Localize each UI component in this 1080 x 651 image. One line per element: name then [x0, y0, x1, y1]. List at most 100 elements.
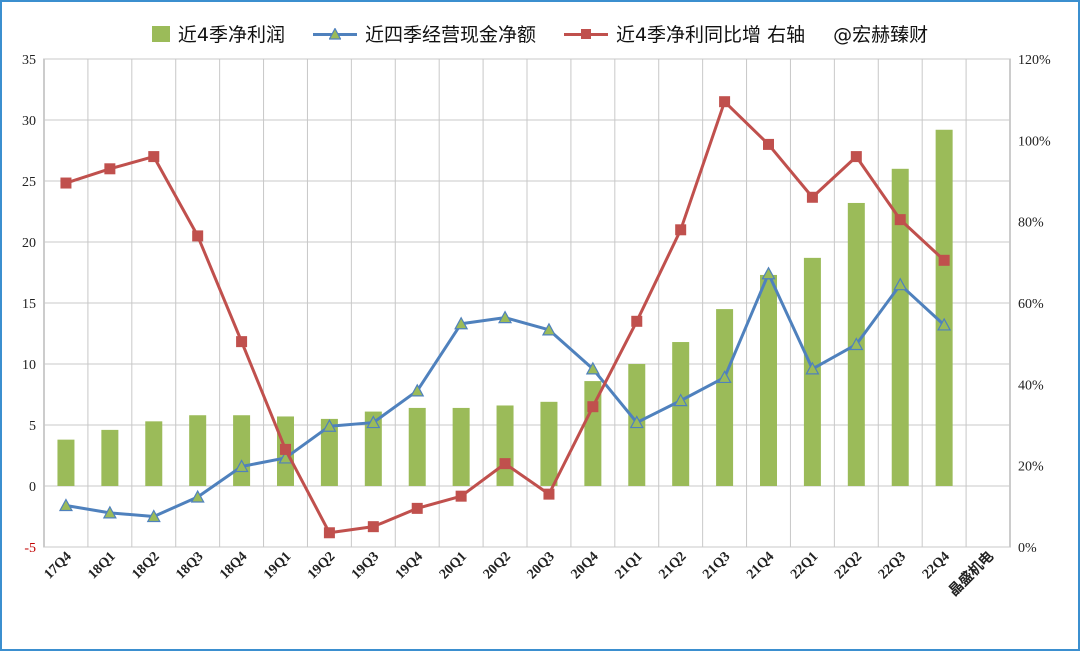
legend-bar-swatch	[151, 25, 170, 42]
x-tick-label: 20Q2	[481, 549, 514, 582]
point-operating-cash	[937, 317, 952, 331]
bar-net-profit	[408, 407, 426, 486]
x-tick-label: 21Q4	[744, 549, 777, 582]
x-tick-label: 18Q2	[129, 549, 162, 582]
point-operating-cash	[761, 266, 776, 280]
bar-net-profit	[452, 407, 470, 486]
point-operating-cash	[322, 418, 337, 432]
point-profit-growth	[411, 502, 423, 514]
bar-net-profit	[496, 405, 514, 486]
legend-label-operating-cash: 近四季经营现金净额	[364, 24, 536, 46]
x-tick-label: 22Q3	[876, 549, 909, 582]
point-profit-growth	[894, 214, 906, 226]
right-tick-label: 60%	[1018, 297, 1044, 312]
bar-net-profit	[540, 401, 558, 486]
point-profit-growth	[806, 191, 818, 203]
x-tick-label: 22Q1	[788, 549, 821, 582]
legend-watermark: @宏赫臻财	[833, 20, 928, 47]
point-profit-growth	[938, 254, 950, 266]
point-profit-growth	[719, 96, 731, 108]
point-operating-cash	[58, 498, 73, 512]
left-tick-label: -5	[24, 541, 36, 556]
left-tick-label: 20	[22, 236, 36, 251]
point-operating-cash	[190, 489, 205, 503]
bar-net-profit	[101, 429, 119, 486]
left-tick-label: 30	[22, 114, 36, 129]
x-tick-label: 22Q2	[832, 549, 865, 582]
bar-net-profit	[189, 415, 207, 486]
left-tick-label: 15	[22, 297, 36, 312]
bar-net-profit	[233, 415, 251, 486]
bar-net-profit	[760, 274, 777, 486]
left-tick-label: 10	[22, 358, 36, 373]
point-profit-growth	[675, 224, 687, 236]
legend-item-operating-cash[interactable]: 近四季经营现金净额	[312, 20, 536, 47]
point-operating-cash	[585, 361, 600, 375]
x-tick-label: 18Q4	[217, 549, 250, 582]
point-operating-cash	[849, 337, 864, 351]
point-operating-cash	[102, 505, 117, 519]
point-operating-cash	[454, 316, 469, 330]
point-profit-growth	[323, 527, 335, 539]
legend: 近4季净利润 近四季经营现金净额 近4季净利同比增 右轴 @宏赫臻财	[0, 20, 1080, 47]
point-profit-growth	[455, 490, 467, 502]
bar-net-profit	[364, 411, 382, 486]
x-tick-label: 19Q2	[305, 549, 338, 582]
bar-net-profit	[935, 129, 953, 486]
point-profit-growth	[631, 315, 643, 327]
point-operating-cash	[410, 383, 425, 397]
x-tick-label: 18Q3	[173, 549, 206, 582]
right-tick-label: 80%	[1018, 216, 1044, 231]
point-operating-cash	[541, 322, 556, 336]
x-tick-label: 20Q4	[569, 549, 602, 582]
bar-net-profit	[716, 309, 734, 486]
point-profit-growth	[60, 177, 72, 189]
legend-item-net-profit[interactable]: 近4季净利润	[151, 20, 285, 47]
x-tick-label: 18Q1	[86, 549, 119, 582]
point-profit-growth	[499, 458, 511, 470]
right-tick-label: 20%	[1018, 460, 1044, 475]
point-profit-growth	[104, 163, 116, 175]
point-profit-growth	[543, 488, 555, 500]
x-tick-label: 20Q3	[525, 549, 558, 582]
legend-triangle-line-swatch	[312, 27, 357, 41]
legend-label-net-profit: 近4季净利润	[177, 24, 285, 46]
bar-net-profit	[672, 342, 690, 486]
left-tick-label: 5	[29, 419, 36, 434]
legend-label-profit-growth: 近4季净利同比增 右轴	[615, 24, 806, 46]
right-tick-label: 120%	[1018, 53, 1051, 68]
x-tick-label: 19Q3	[349, 549, 382, 582]
x-tick-label: 21Q2	[656, 549, 689, 582]
x-tick-label: 晶盛机电	[945, 548, 997, 600]
watermark-text: @宏赫臻财	[833, 24, 929, 46]
bar-net-profit	[145, 421, 163, 486]
point-profit-growth	[587, 401, 599, 413]
point-operating-cash	[498, 310, 513, 324]
legend-square-line-swatch	[563, 27, 608, 41]
point-profit-growth	[763, 138, 774, 150]
point-operating-cash	[717, 370, 732, 384]
point-operating-cash	[805, 361, 820, 375]
right-tick-label: 0%	[1018, 541, 1037, 556]
point-profit-growth	[192, 230, 204, 242]
point-profit-growth	[850, 151, 862, 163]
point-operating-cash	[366, 415, 381, 429]
x-tick-label: 21Q3	[700, 549, 733, 582]
point-profit-growth	[236, 336, 248, 348]
point-profit-growth	[280, 443, 291, 455]
x-tick-label: 19Q4	[393, 549, 426, 582]
left-tick-label: 0	[29, 480, 36, 495]
x-tick-label: 22Q4	[920, 549, 953, 582]
point-operating-cash	[673, 393, 688, 407]
x-tick-label: 20Q1	[437, 549, 470, 582]
bar-net-profit	[57, 439, 75, 486]
right-tick-label: 100%	[1018, 134, 1051, 149]
left-tick-label: 25	[22, 175, 36, 190]
bar-net-profit	[320, 418, 338, 486]
left-tick-label: 35	[22, 53, 36, 68]
bar-net-profit	[891, 168, 909, 487]
legend-item-profit-growth[interactable]: 近4季净利同比增 右轴	[563, 20, 806, 47]
point-operating-cash	[629, 415, 644, 429]
x-tick-label: 21Q1	[612, 549, 645, 582]
